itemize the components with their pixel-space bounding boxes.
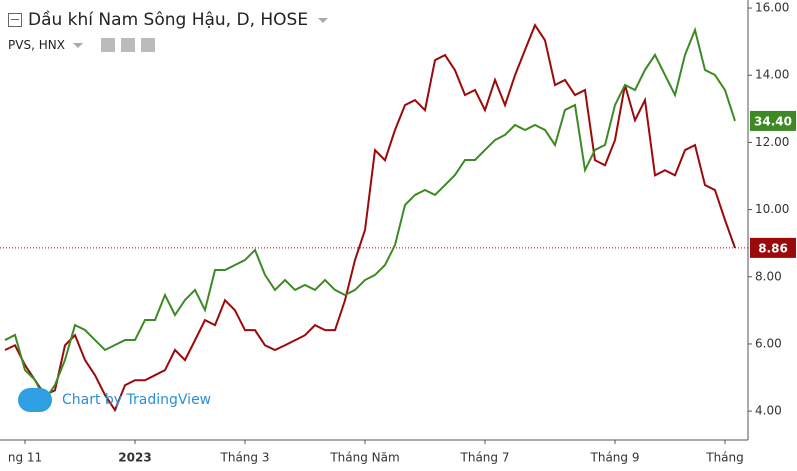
y-tick-label: 10.00 [755, 202, 789, 216]
y-tick-label: 14.00 [755, 68, 789, 82]
compare-symbol: PVS, HNX [8, 38, 65, 52]
collapse-button[interactable] [8, 13, 22, 27]
price-label-box [750, 110, 796, 131]
x-tick-label: Tháng [705, 451, 744, 465]
watermark-text: Chart by TradingView [62, 392, 212, 408]
series-line [4, 23, 736, 413]
y-tick-label: 12.00 [755, 135, 789, 149]
y-tick-label: 16.00 [755, 1, 789, 15]
x-tick-label: Tháng 9 [590, 451, 640, 465]
visibility-icon[interactable] [100, 38, 115, 52]
series-line [4, 26, 736, 402]
chart-title: Dầu khí Nam Sông Hậu, D, HOSE [28, 10, 309, 30]
x-tick-label: 2023 [118, 451, 151, 465]
price-label: 8.86 [758, 241, 788, 255]
price-label-box [750, 237, 796, 258]
remove-icon[interactable] [140, 38, 155, 52]
watermark: Chart by TradingView [18, 388, 211, 412]
y-tick-label: 4.00 [755, 404, 782, 418]
compare-menu[interactable] [72, 42, 83, 48]
y-tick-label: 6.00 [755, 336, 782, 350]
x-tick-label: Tháng 7 [460, 451, 510, 465]
watermark-logo [18, 388, 52, 412]
compare-row: PVS, HNX [8, 38, 328, 52]
legend-header: Dầu khí Nam Sông Hậu, D, HOSE PVS, HNX [8, 10, 329, 52]
title-row: Dầu khí Nam Sông Hậu, D, HOSE [8, 10, 329, 30]
settings-icon[interactable] [120, 38, 135, 52]
x-tick-label: ng 11 [8, 451, 42, 465]
title-menu[interactable] [318, 17, 329, 23]
y-tick-label: 8.00 [755, 269, 782, 283]
x-tick-label: Tháng 3 [220, 451, 270, 465]
x-tick-label: Tháng Năm [329, 451, 399, 465]
price-label: 34.40 [754, 114, 792, 128]
